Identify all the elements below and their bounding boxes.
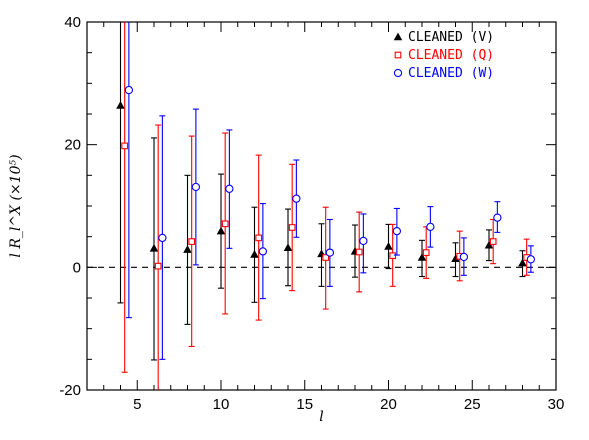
triangle-marker [283,243,293,251]
data-point [384,223,393,270]
triangle-marker [250,250,259,258]
x-tick-label: 15 [296,396,313,413]
circle-marker [191,182,201,192]
data-point [459,237,469,276]
square-marker [355,248,363,256]
circle-marker [493,213,502,222]
data-point [489,218,497,265]
data-point [121,22,129,373]
x-axis-label: l [319,409,323,425]
triangle-marker [393,32,403,41]
triangle-marker [116,100,125,109]
legend-label: CLEANED (Q) [408,48,494,63]
data-point [158,115,167,360]
circle-marker [359,236,368,246]
circle-marker [426,222,435,232]
triangle-marker [216,226,226,235]
y-tick-label: 20 [64,137,81,154]
data-point [221,132,229,315]
data-point [325,218,335,287]
circle-marker [526,255,536,264]
circle-marker [258,247,268,256]
x-tick-label: 20 [380,396,397,413]
legend-label: CLEANED (W) [408,66,494,81]
series-circle-points [124,22,536,360]
circle-marker [158,233,167,243]
circle-marker [225,184,234,193]
series-triangle-points [116,22,527,361]
square-marker [489,238,497,245]
x-tick-label: 30 [548,396,565,413]
x-tick-label: 10 [213,396,230,413]
data-point [359,213,368,274]
triangle-marker [149,243,159,252]
y-axis-label: l R_l^X (×10⁵) [8,154,24,257]
data-point [389,223,397,287]
data-point [250,206,259,303]
data-point [258,202,268,300]
axis-labels-layer: l l R_l^X (×10⁵) [8,154,324,425]
triangle-marker [417,253,427,261]
circle-marker [459,252,469,262]
circle-marker [392,226,402,236]
circle-marker [325,248,335,257]
legend-entry: CLEANED (Q) [394,48,494,63]
square-marker [394,51,402,59]
data-point [154,124,162,390]
data-point [225,129,234,249]
x-tick-label: 5 [133,396,141,413]
data-point [149,137,159,361]
data-point [255,154,263,321]
square-marker [422,249,430,256]
legend-entry: CLEANED (V) [393,30,494,45]
legend-label: CLEANED (V) [408,30,494,45]
data-point [392,207,402,256]
data-point [426,206,435,248]
y-tick-label: -20 [59,382,81,399]
square-marker [322,254,330,261]
data-point [116,22,125,304]
triangle-marker [384,242,393,250]
data-point [526,245,536,273]
data-point [292,159,301,238]
data-point [283,208,293,287]
data-point [183,174,192,325]
legend: CLEANED (V) CLEANED (Q) CLEANED (W) [393,30,494,81]
data-point [493,201,502,233]
y-tick-label: 0 [73,259,81,276]
data-point [288,163,296,292]
square-marker [154,262,162,270]
legend-entry: CLEANED (W) [393,66,494,81]
data-point [451,242,460,278]
circle-marker [124,85,134,95]
triangle-marker [518,258,527,267]
square-marker [121,142,129,150]
square-marker [255,234,263,242]
data-point [191,108,201,266]
data-point [422,226,430,279]
data-point [322,206,330,310]
data-point [188,135,196,348]
data-point [484,229,494,262]
circle-marker [393,68,403,78]
x-tick-label: 25 [464,396,481,413]
y-tick-label: 40 [64,14,81,31]
data-point [518,250,527,278]
data-point [355,211,363,293]
square-marker [288,224,296,231]
triangle-marker [183,245,192,253]
square-marker [188,238,196,245]
series-square-points [121,22,531,390]
square-marker [389,252,397,260]
data-point [417,239,427,278]
square-marker [221,220,229,228]
data-point [124,22,134,319]
circle-marker [292,194,301,203]
data-point [216,173,226,289]
axis-ticks-layer [86,21,557,391]
data-layer [116,22,536,390]
tick-labels-layer: 5 10 15 20 25 30 -20 0 20 40 [59,14,564,413]
